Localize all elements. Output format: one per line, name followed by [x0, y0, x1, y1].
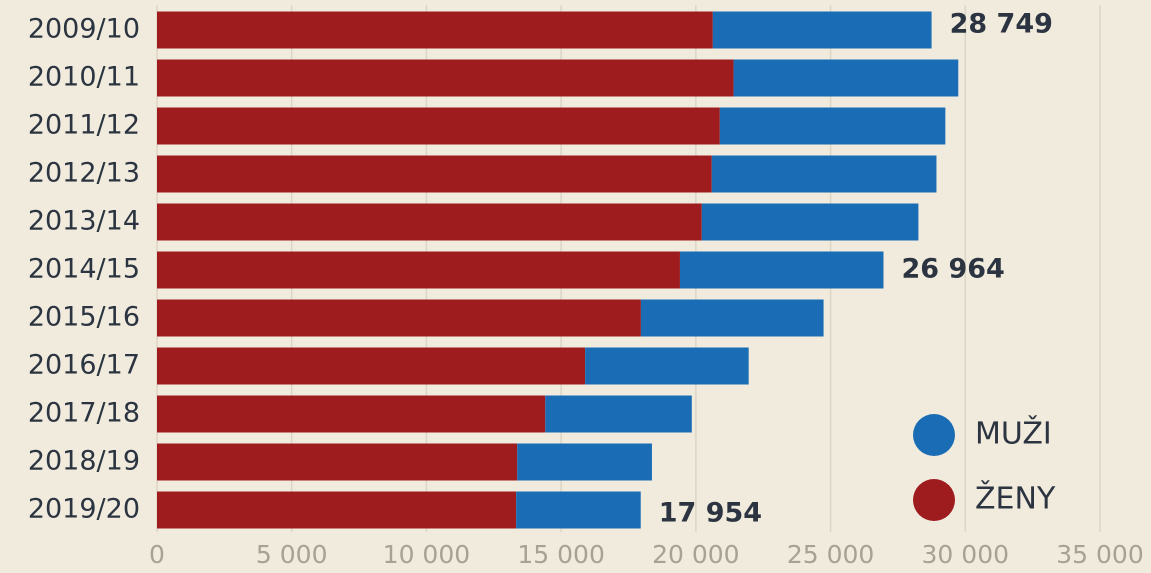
- bar-segment: [157, 444, 517, 481]
- bar-segment: [702, 204, 919, 241]
- bar-segment: [713, 12, 932, 49]
- bar-segment: [641, 300, 824, 337]
- total-label: 17 954: [659, 498, 762, 529]
- x-tick-label: 0: [149, 540, 165, 569]
- bar-segment: [720, 108, 946, 145]
- bar-segment: [157, 204, 702, 241]
- bar-segment: [157, 300, 641, 337]
- bar-segment: [157, 492, 516, 529]
- bar-segment: [157, 60, 734, 97]
- bar-segment: [157, 396, 545, 433]
- total-label: 28 749: [950, 9, 1053, 40]
- bar-segment: [734, 60, 959, 97]
- bar-segment: [680, 252, 884, 289]
- category-label: 2012/13: [28, 158, 140, 189]
- category-label: 2010/11: [28, 62, 140, 93]
- legend-label: ŽENY: [975, 481, 1056, 517]
- legend-swatch: [913, 414, 955, 456]
- bar-segment: [157, 156, 712, 193]
- x-tick-label: 20 000: [652, 540, 739, 569]
- x-tick-label: 30 000: [922, 540, 1009, 569]
- category-label: 2018/19: [28, 446, 140, 477]
- legend-label: MUŽI: [975, 416, 1052, 452]
- x-tick-label: 15 000: [517, 540, 604, 569]
- category-label: 2015/16: [28, 302, 140, 333]
- category-label: 2013/14: [28, 206, 140, 237]
- x-tick-label: 5 000: [256, 540, 328, 569]
- bar-segment: [157, 108, 720, 145]
- category-label: 2016/17: [28, 350, 140, 381]
- legend-swatch: [913, 479, 955, 521]
- category-label: 2009/10: [28, 14, 140, 45]
- category-label: 2011/12: [28, 110, 140, 141]
- x-tick-label: 10 000: [383, 540, 470, 569]
- x-tick-label: 25 000: [787, 540, 874, 569]
- bar-segment: [517, 444, 652, 481]
- bar-segment: [585, 348, 749, 385]
- category-label: 2017/18: [28, 398, 140, 429]
- bar-segment: [157, 252, 680, 289]
- bar-segment: [157, 12, 713, 49]
- bar-segment: [712, 156, 937, 193]
- chart: 0 5 000 10 000 15 000 20 000 25 000 30 000 35 0…: [0, 0, 1151, 573]
- total-label: 26 964: [901, 254, 1004, 285]
- bar-segment: [516, 492, 641, 529]
- category-label: 2019/20: [28, 494, 140, 525]
- bar-segment: [545, 396, 692, 433]
- bar-segment: [157, 348, 585, 385]
- category-label: 2014/15: [28, 254, 140, 285]
- x-tick-label: 35 000: [1056, 540, 1143, 569]
